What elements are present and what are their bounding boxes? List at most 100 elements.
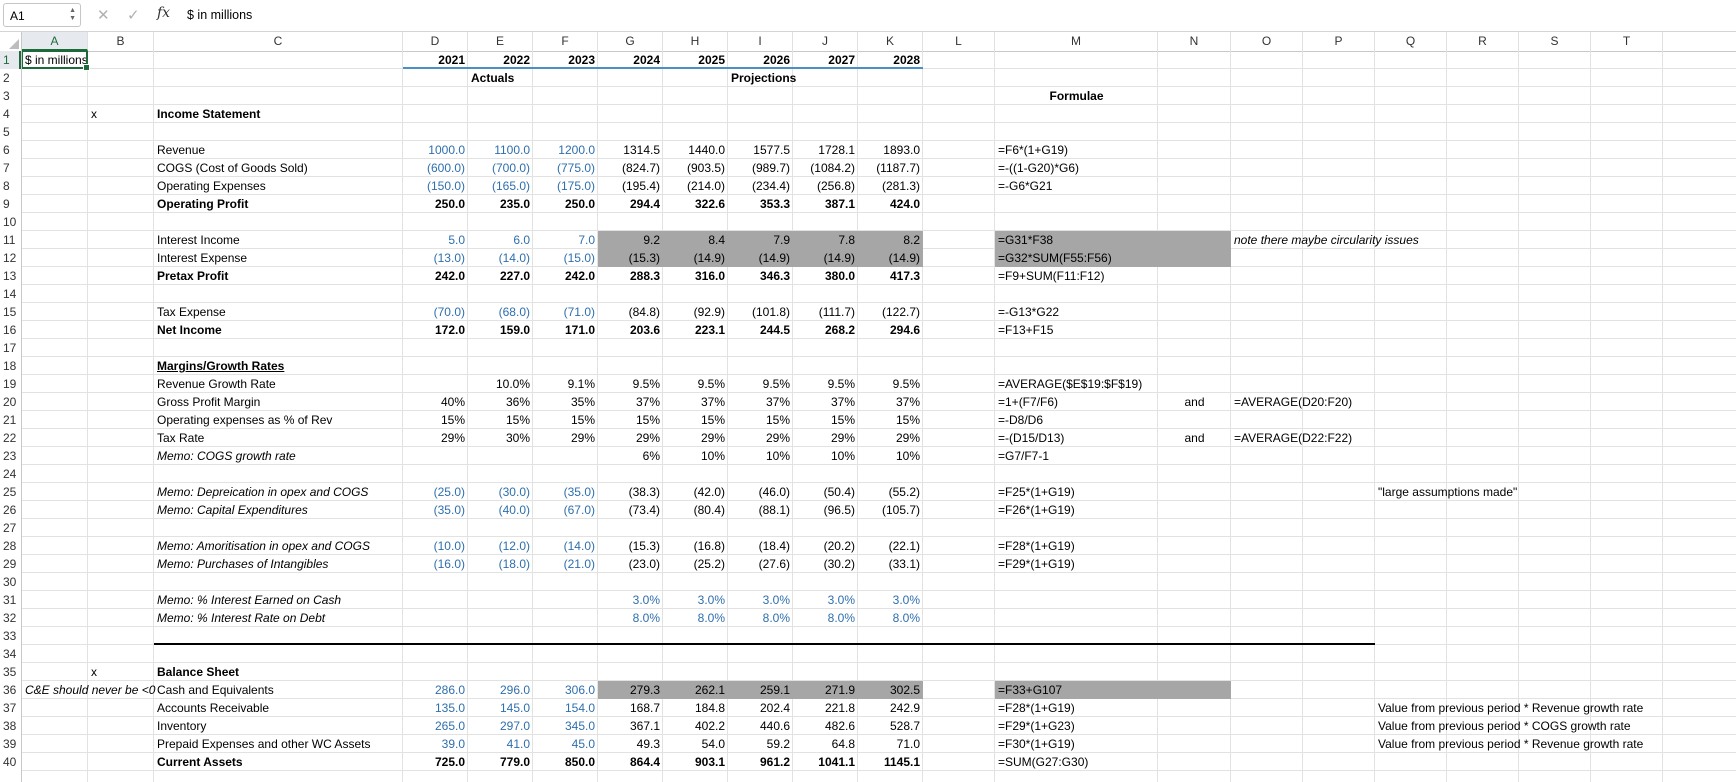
cell-k6[interactable]: 1893.0 — [883, 143, 920, 157]
cell-f36[interactable]: 306.0 — [564, 683, 595, 697]
cell-f37[interactable]: 154.0 — [564, 701, 595, 715]
cell-g19[interactable]: 9.5% — [632, 377, 660, 391]
cell-i36[interactable]: 259.1 — [728, 681, 793, 699]
cell-q39[interactable]: Value from previous period * Revenue gro… — [1378, 737, 1644, 751]
cell-h31[interactable]: 3.0% — [697, 593, 725, 607]
row-header-29[interactable]: 29 — [3, 557, 17, 571]
cell-f40[interactable]: 850.0 — [564, 755, 595, 769]
cell-c23[interactable]: Memo: COGS growth rate — [157, 449, 296, 463]
cell-f19[interactable]: 9.1% — [567, 377, 595, 391]
cell-e39[interactable]: 41.0 — [506, 737, 530, 751]
row-header-1[interactable]: 1 — [0, 51, 21, 69]
cell-d16[interactable]: 172.0 — [434, 323, 465, 337]
cell-j29[interactable]: (30.2) — [823, 557, 855, 571]
cell-n20[interactable]: and — [1184, 395, 1205, 409]
cell-k28[interactable]: (22.1) — [888, 539, 920, 553]
cell-k40[interactable]: 1145.1 — [883, 755, 920, 769]
cell-j7[interactable]: (1084.2) — [810, 161, 855, 175]
row-header-12[interactable]: 12 — [3, 251, 17, 265]
cell-e36[interactable]: 296.0 — [499, 683, 530, 697]
cell-c38[interactable]: Inventory — [157, 719, 207, 733]
cell-c37[interactable]: Accounts Receivable — [157, 701, 270, 715]
name-box[interactable]: A1 ▲ ▼ — [3, 3, 81, 27]
cell-h32[interactable]: 8.0% — [697, 611, 725, 625]
cell-g23[interactable]: 6% — [642, 449, 660, 463]
cell-i6[interactable]: 1577.5 — [753, 143, 790, 157]
cell-d25[interactable]: (25.0) — [433, 485, 465, 499]
cell-f6[interactable]: 1200.0 — [558, 143, 595, 157]
cell-j26[interactable]: (96.5) — [823, 503, 855, 517]
cell-n22[interactable]: and — [1184, 431, 1205, 445]
cell-g7[interactable]: (824.7) — [621, 161, 660, 175]
cell-f26[interactable]: (67.0) — [563, 503, 595, 517]
fx-icon[interactable]: fx — [157, 5, 171, 21]
cell-f39[interactable]: 45.0 — [571, 737, 595, 751]
cell-g21[interactable]: 15% — [635, 413, 660, 427]
cell-i1[interactable]: 2026 — [763, 53, 790, 67]
cell-d39[interactable]: 39.0 — [441, 737, 465, 751]
cell-g22[interactable]: 29% — [635, 431, 660, 445]
cell-c29[interactable]: Memo: Purchases of Intangibles — [157, 557, 329, 571]
cell-e38[interactable]: 297.0 — [499, 719, 530, 733]
cell-f13[interactable]: 242.0 — [564, 269, 595, 283]
cell-m29[interactable]: =F29*(1+G19) — [998, 557, 1075, 571]
cell-g28[interactable]: (15.3) — [628, 539, 660, 553]
cell-j13[interactable]: 380.0 — [824, 269, 855, 283]
cell-i8[interactable]: (234.4) — [751, 179, 790, 193]
cell-j19[interactable]: 9.5% — [827, 377, 855, 391]
cell-m21[interactable]: =-D8/D6 — [998, 413, 1044, 427]
cell-k36[interactable]: 302.5 — [858, 681, 923, 699]
cell-c15[interactable]: Tax Expense — [157, 305, 226, 319]
cell-j15[interactable]: (111.7) — [818, 305, 855, 319]
cell-k11[interactable]: 8.2 — [858, 231, 923, 249]
cell-j22[interactable]: 29% — [830, 431, 855, 445]
row-header-2[interactable]: 2 — [3, 71, 10, 85]
cell-i21[interactable]: 15% — [765, 413, 790, 427]
cell-o11[interactable]: note there maybe circularity issues — [1234, 233, 1419, 247]
cell-f16[interactable]: 171.0 — [564, 323, 595, 337]
cell-g8[interactable]: (195.4) — [621, 179, 660, 193]
cell-g32[interactable]: 8.0% — [632, 611, 660, 625]
cell-c19[interactable]: Revenue Growth Rate — [157, 377, 276, 391]
cell-i11[interactable]: 7.9 — [728, 231, 793, 249]
cell-m36[interactable]: =F33+G107 — [995, 681, 1231, 699]
row-header-33[interactable]: 33 — [3, 629, 17, 643]
cell-c31[interactable]: Memo: % Interest Earned on Cash — [157, 593, 342, 607]
cell-e19[interactable]: 10.0% — [495, 377, 530, 391]
cell-m26[interactable]: =F26*(1+G19) — [998, 503, 1075, 517]
cell-h38[interactable]: 402.2 — [694, 719, 725, 733]
cell-k25[interactable]: (55.2) — [888, 485, 920, 499]
cell-f9[interactable]: 250.0 — [564, 197, 595, 211]
cell-h15[interactable]: (92.9) — [693, 305, 725, 319]
cell-k12[interactable]: (14.9) — [858, 249, 923, 267]
cell-f38[interactable]: 345.0 — [564, 719, 595, 733]
cell-e25[interactable]: (30.0) — [498, 485, 530, 499]
cell-d22[interactable]: 29% — [440, 431, 465, 445]
cell-i29[interactable]: (27.6) — [758, 557, 790, 571]
cell-i16[interactable]: 244.5 — [759, 323, 790, 337]
cell-q25[interactable]: "large assumptions made" — [1378, 485, 1518, 499]
active-cell-selection[interactable] — [22, 51, 90, 71]
cell-g20[interactable]: 37% — [635, 395, 660, 409]
row-header-4[interactable]: 4 — [3, 107, 10, 121]
cell-q37[interactable]: Value from previous period * Revenue gro… — [1378, 701, 1644, 715]
cell-d29[interactable]: (16.0) — [433, 557, 465, 571]
cell-j37[interactable]: 221.8 — [824, 701, 855, 715]
cell-e6[interactable]: 1100.0 — [494, 143, 530, 157]
row-header-14[interactable]: 14 — [3, 287, 17, 301]
cell-m25[interactable]: =F25*(1+G19) — [998, 485, 1075, 499]
row-header-40[interactable]: 40 — [3, 755, 17, 769]
cell-c32[interactable]: Memo: % Interest Rate on Debt — [157, 611, 326, 625]
cell-d26[interactable]: (35.0) — [433, 503, 465, 517]
cell-h40[interactable]: 903.1 — [694, 755, 725, 769]
cell-d40[interactable]: 725.0 — [434, 755, 465, 769]
cell-e40[interactable]: 779.0 — [499, 755, 530, 769]
column-header-m[interactable]: M — [995, 32, 1158, 51]
column-header-r[interactable]: R — [1447, 32, 1519, 51]
cell-i20[interactable]: 37% — [765, 395, 790, 409]
cell-q38[interactable]: Value from previous period * COGS growth… — [1378, 719, 1631, 733]
select-all-corner[interactable] — [0, 32, 22, 51]
cell-m11[interactable]: =G31*F38 — [995, 231, 1231, 249]
row-header-9[interactable]: 9 — [3, 197, 10, 211]
row-header-3[interactable]: 3 — [3, 89, 10, 103]
